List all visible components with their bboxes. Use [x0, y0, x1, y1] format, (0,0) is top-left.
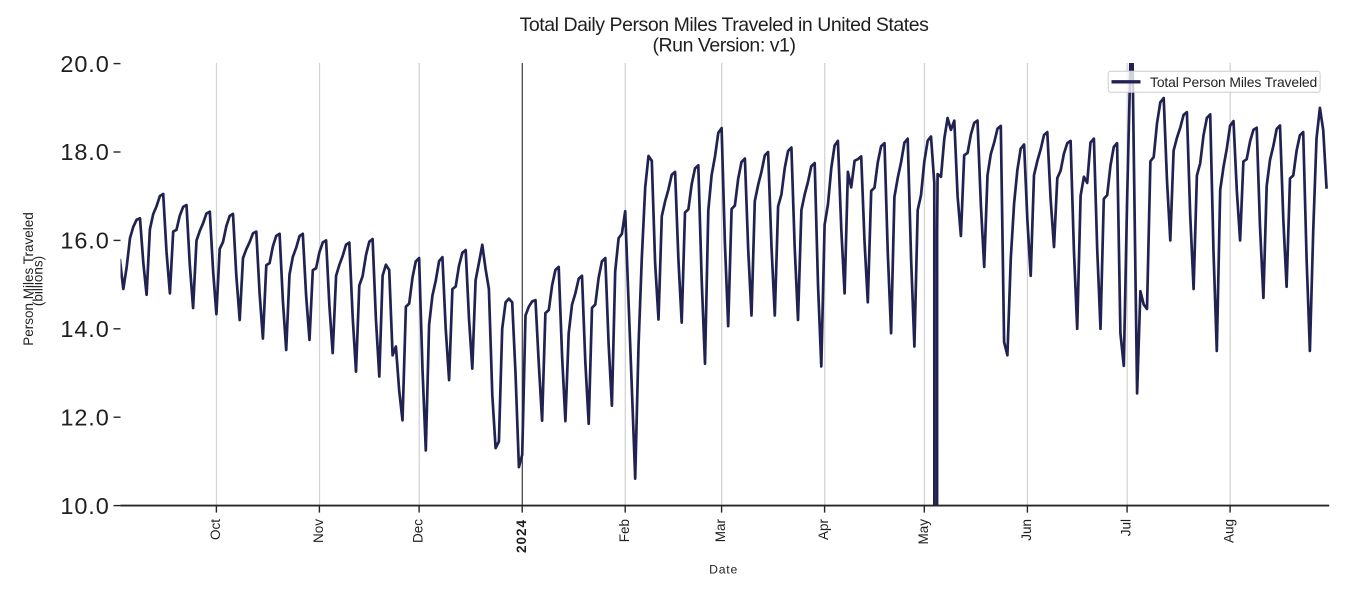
svg-text:10.0: 10.0 [60, 493, 109, 519]
svg-text:Dec: Dec [411, 519, 426, 543]
svg-text:Aug: Aug [1222, 519, 1237, 543]
svg-text:Date: Date [709, 563, 738, 577]
svg-text:Jun: Jun [1019, 519, 1034, 541]
svg-text:(billions): (billions) [31, 256, 46, 306]
svg-text:12.0: 12.0 [60, 404, 109, 430]
svg-text:2024: 2024 [514, 519, 529, 553]
svg-text:Oct: Oct [208, 519, 223, 540]
svg-text:(Run Version: v1): (Run Version: v1) [653, 35, 796, 57]
svg-text:Person Miles Traveled: Person Miles Traveled [21, 212, 36, 346]
svg-text:Mar: Mar [713, 518, 728, 542]
svg-text:Nov: Nov [311, 519, 326, 543]
svg-text:20.0: 20.0 [60, 51, 109, 77]
svg-text:Feb: Feb [617, 519, 632, 542]
svg-text:Jul: Jul [1119, 519, 1134, 536]
svg-text:16.0: 16.0 [60, 228, 109, 254]
svg-text:Total Daily Person Miles Trave: Total Daily Person Miles Traveled in Uni… [520, 14, 930, 36]
svg-text:Total Person Miles Traveled: Total Person Miles Traveled [1150, 74, 1317, 90]
svg-text:Apr: Apr [816, 519, 831, 541]
svg-text:14.0: 14.0 [60, 316, 109, 342]
svg-text:18.0: 18.0 [60, 139, 109, 165]
svg-text:May: May [916, 519, 931, 545]
